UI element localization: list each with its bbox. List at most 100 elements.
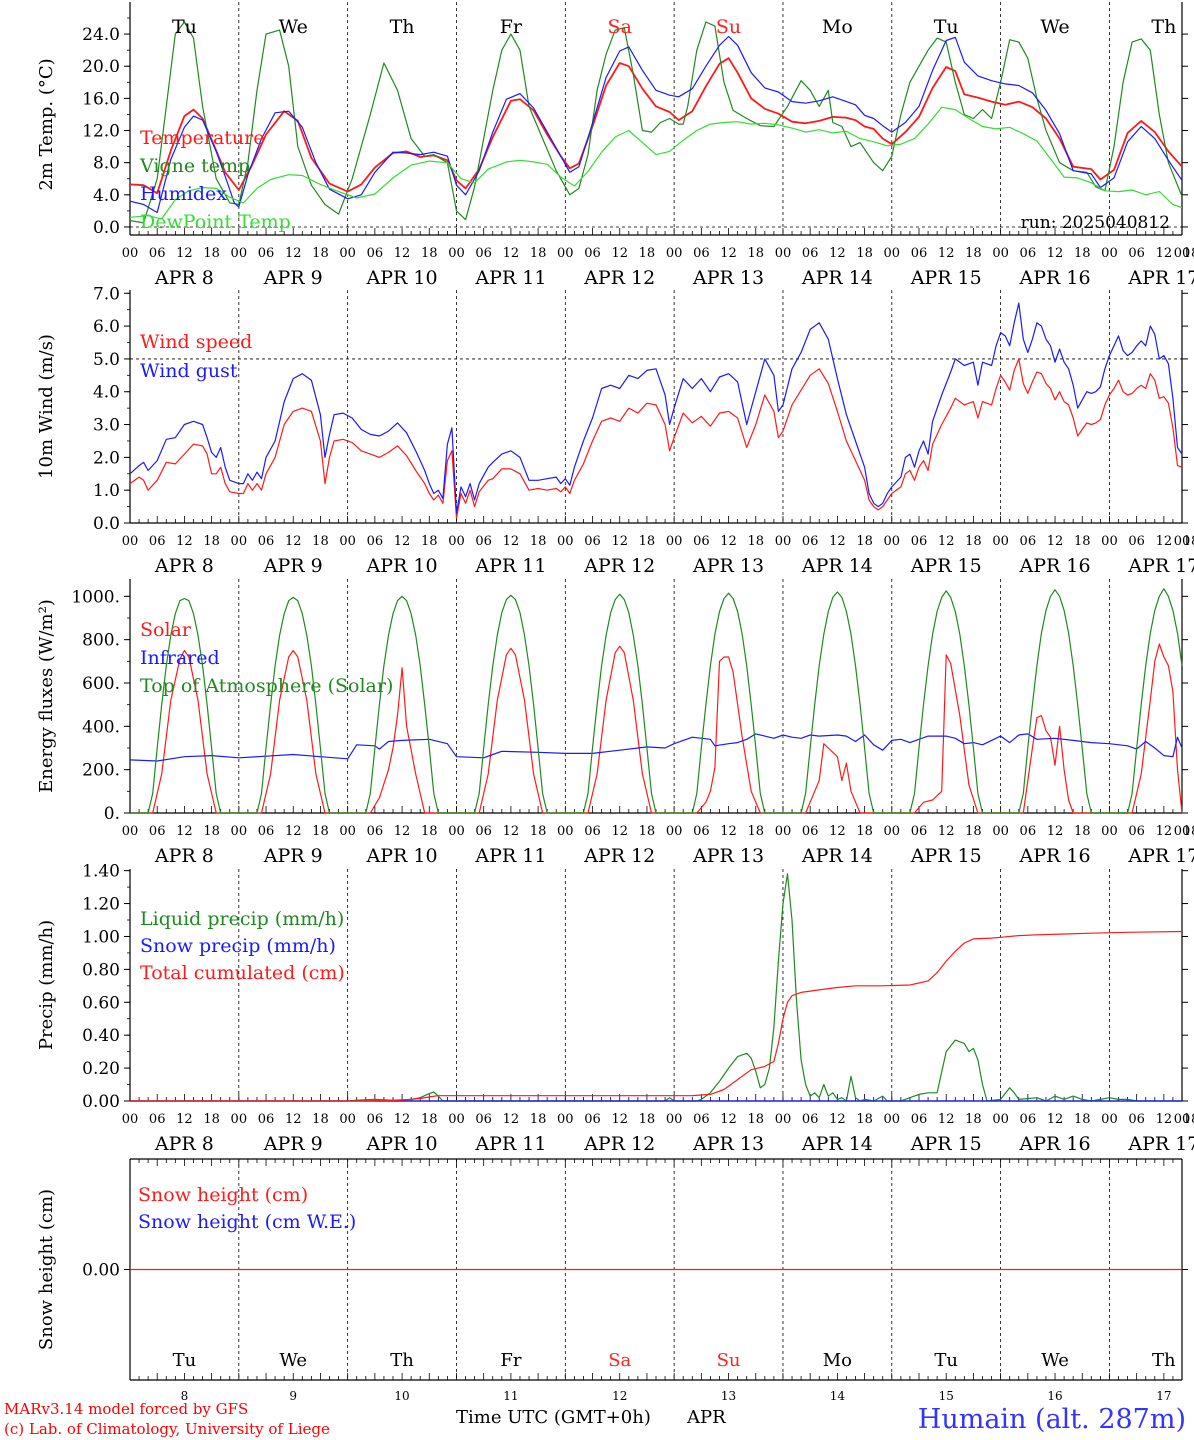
hour-label: 18 xyxy=(856,824,873,839)
hour-label: 00 xyxy=(775,1112,792,1127)
y-axis-label: Energy fluxes (W/m²) xyxy=(36,599,57,793)
hour-label: 18 xyxy=(747,534,764,549)
date-label: APR 13 xyxy=(692,267,764,289)
hour-label: 00 xyxy=(775,824,792,839)
date-label: APR 8 xyxy=(154,267,214,289)
hour-label: 06 xyxy=(258,824,275,839)
y-tick-label: 1.00 xyxy=(82,927,120,947)
date-label: APR 15 xyxy=(910,555,982,577)
legend-entry: Snow height (cm W.E.) xyxy=(138,1211,356,1233)
hour-label: 12 xyxy=(1156,534,1173,549)
hour-label: 12 xyxy=(720,1112,737,1127)
hour-label: 06 xyxy=(911,824,928,839)
date-label: APR 10 xyxy=(366,267,438,289)
hour-label: 06 xyxy=(475,1112,492,1127)
legend-entry: Vigne temp xyxy=(139,155,250,177)
hour-label: 12 xyxy=(503,1112,520,1127)
hour-label-final: 00 xyxy=(1174,534,1191,549)
hour-label: 12 xyxy=(611,246,628,261)
hour-label: 12 xyxy=(938,824,955,839)
y-tick-label: 0.0 xyxy=(93,218,120,238)
hour-label: 00 xyxy=(122,1112,139,1127)
hour-label: 18 xyxy=(530,534,547,549)
hour-label: 12 xyxy=(1156,246,1173,261)
hour-label: 06 xyxy=(1128,1112,1145,1127)
series-line-wind-speed xyxy=(129,358,1183,519)
hour-label: 00 xyxy=(557,824,574,839)
hour-label: 12 xyxy=(938,534,955,549)
hour-label: 12 xyxy=(285,534,302,549)
hour-label: 06 xyxy=(258,1112,275,1127)
hour-label: 06 xyxy=(1128,534,1145,549)
footer-date-number: 8 xyxy=(181,1389,189,1403)
hour-label: 06 xyxy=(693,246,710,261)
date-label: APR 11 xyxy=(474,1133,546,1155)
hour-label: 00 xyxy=(1101,534,1118,549)
series-line-infrared xyxy=(129,733,1183,762)
hour-label: 12 xyxy=(611,824,628,839)
hour-label-final: 00 xyxy=(1174,246,1191,261)
date-label: APR 16 xyxy=(1019,1133,1091,1155)
hour-label: 06 xyxy=(258,534,275,549)
date-label: APR 9 xyxy=(263,555,323,577)
footer-date-number: 17 xyxy=(1156,1389,1171,1403)
legend-entry: Top of Atmosphere (Solar) xyxy=(140,675,393,697)
footer-day-name: Fr xyxy=(500,1350,521,1371)
date-label: APR 10 xyxy=(366,1133,438,1155)
hour-label: 12 xyxy=(503,246,520,261)
hour-label: 18 xyxy=(639,824,656,839)
date-label: APR 11 xyxy=(474,845,546,867)
hour-label: 06 xyxy=(802,534,819,549)
hour-label: 12 xyxy=(1156,1112,1173,1127)
hour-label: 12 xyxy=(176,1112,193,1127)
hour-label: 06 xyxy=(1020,534,1037,549)
y-tick-label: 600. xyxy=(82,674,120,694)
hour-label: 00 xyxy=(448,246,465,261)
hour-label: 00 xyxy=(557,534,574,549)
hour-label: 00 xyxy=(339,246,356,261)
hour-label: 00 xyxy=(884,824,901,839)
date-label: APR 9 xyxy=(263,267,323,289)
series-line-top-of-atmosphere-solar xyxy=(130,588,1183,814)
hour-label: 06 xyxy=(911,246,928,261)
hour-label: 18 xyxy=(312,1112,329,1127)
hour-label: 00 xyxy=(339,824,356,839)
hour-label: 12 xyxy=(720,824,737,839)
y-tick-label: 1000. xyxy=(71,587,120,607)
hour-label: 12 xyxy=(829,1112,846,1127)
day-name: Tu xyxy=(172,16,197,38)
footer-date-number: 16 xyxy=(1047,1389,1062,1403)
hour-label: 18 xyxy=(203,246,220,261)
day-name: Su xyxy=(716,16,741,38)
hour-label: 12 xyxy=(503,824,520,839)
hour-label: 12 xyxy=(176,824,193,839)
hour-label: 12 xyxy=(1047,534,1064,549)
hour-label: 06 xyxy=(911,534,928,549)
footer-day-name: Tu xyxy=(173,1350,197,1371)
hour-label: 06 xyxy=(367,824,384,839)
day-name: Sa xyxy=(608,16,632,38)
hour-label: 18 xyxy=(1074,1112,1091,1127)
series-line-dewpoint-temp xyxy=(129,106,1183,220)
hour-label: 00 xyxy=(992,824,1009,839)
hour-label: 12 xyxy=(285,1112,302,1127)
hour-label: 18 xyxy=(1074,534,1091,549)
date-label: APR 13 xyxy=(692,555,764,577)
date-label: APR 13 xyxy=(692,845,764,867)
hour-label: 00 xyxy=(992,246,1009,261)
y-tick-label: 2.0 xyxy=(93,448,120,468)
hour-label: 00 xyxy=(666,1112,683,1127)
y-tick-label: 400. xyxy=(82,717,120,737)
date-label: APR 15 xyxy=(910,1133,982,1155)
date-label: APR 12 xyxy=(583,845,655,867)
hour-label: 18 xyxy=(639,534,656,549)
hour-label: 18 xyxy=(530,246,547,261)
hour-label: 06 xyxy=(802,246,819,261)
y-tick-label: 0.80 xyxy=(82,960,120,980)
hour-label: 12 xyxy=(720,534,737,549)
hour-label: 12 xyxy=(829,534,846,549)
hour-label: 06 xyxy=(1020,824,1037,839)
date-label: APR 16 xyxy=(1019,555,1091,577)
y-axis-label: Snow height (cm) xyxy=(36,1189,57,1350)
hour-label: 18 xyxy=(856,246,873,261)
